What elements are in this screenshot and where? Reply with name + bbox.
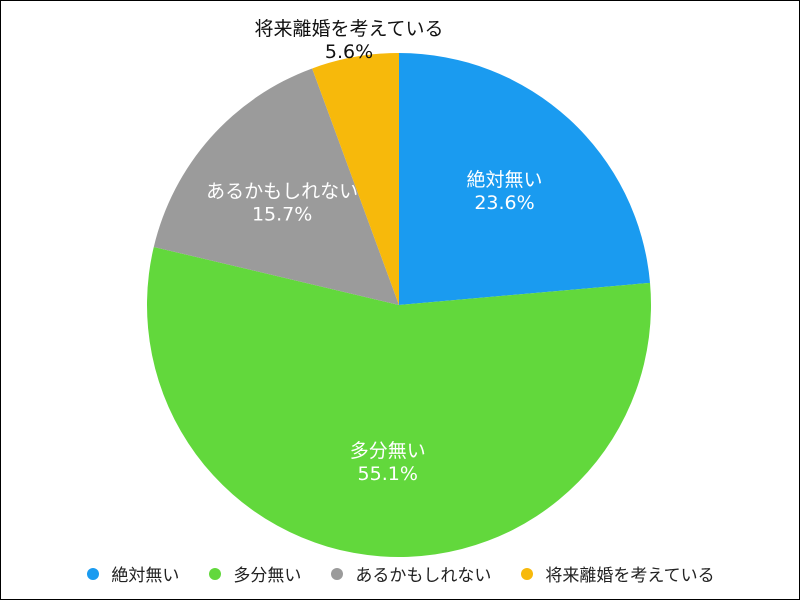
legend-marker-absolutely-not <box>87 567 100 580</box>
slice-value-label: 23.6% <box>474 192 534 214</box>
legend-label: あるかもしれない <box>355 566 492 586</box>
legend-item-probably-not[interactable]: 多分無い <box>209 561 301 586</box>
slice-category-label: 将来離婚を考えている <box>254 18 443 40</box>
pie-slice-considering-divorce[interactable] <box>312 53 399 305</box>
slice-value-label: 5.6% <box>325 41 373 63</box>
legend-marker-maybe <box>331 567 344 580</box>
slice-value-label: 55.1% <box>358 463 418 485</box>
slice-category-label: 絶対無い <box>467 169 543 191</box>
legend-label: 多分無い <box>233 566 302 586</box>
legend-item-absolutely-not[interactable]: 絶対無い <box>87 561 179 586</box>
slice-value-label: 15.7% <box>252 203 312 225</box>
legend-label: 絶対無い <box>111 566 180 586</box>
slice-category-label: 多分無い <box>350 440 426 462</box>
legend-marker-considering-divorce <box>521 567 534 580</box>
slice-category-label: あるかもしれない <box>206 180 358 202</box>
pie-slice-maybe[interactable] <box>153 68 399 305</box>
legend: 絶対無い 多分無い あるかもしれない 将来離婚を考えている <box>1 561 800 586</box>
legend-label: 将来離婚を考えている <box>545 566 715 586</box>
legend-item-maybe[interactable]: あるかもしれない <box>331 561 491 586</box>
pie-slice-absolutely-not[interactable] <box>399 53 651 305</box>
legend-marker-probably-not <box>209 567 222 580</box>
pie-slice-probably-not[interactable] <box>147 246 651 557</box>
legend-item-considering-divorce[interactable]: 将来離婚を考えている <box>521 561 715 586</box>
